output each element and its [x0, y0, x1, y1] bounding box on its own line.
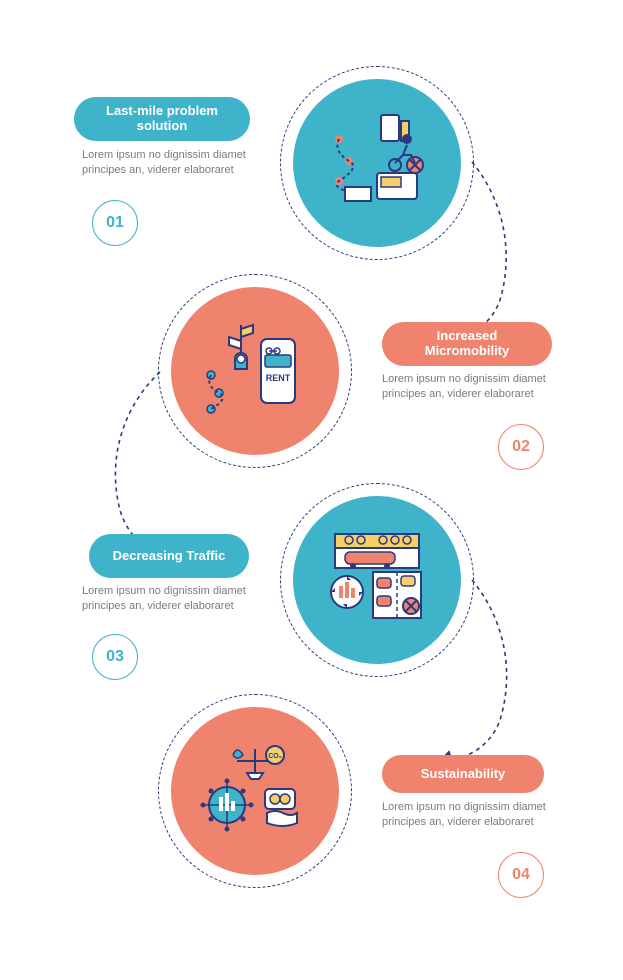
- step-circle: RENT: [171, 287, 339, 455]
- step-circle: CO₂: [171, 707, 339, 875]
- step-circle: [293, 79, 461, 247]
- step-circle: [293, 496, 461, 664]
- step-circle-outline: CO₂: [158, 694, 352, 888]
- step-title-pill: Last-mile problem solution: [74, 97, 250, 141]
- step-body-text: Lorem ipsum no dignissim diamet principe…: [382, 800, 552, 830]
- step-body-text: Lorem ipsum no dignissim diamet principe…: [382, 372, 552, 402]
- micromobility-icon: RENT: [197, 311, 313, 432]
- step-number-badge: 02: [498, 424, 544, 470]
- svg-text:CO₂: CO₂: [268, 753, 282, 760]
- infographic-stage: Last-mile problem solution Lorem ipsum no…: [0, 0, 623, 980]
- step-title-pill: Decreasing Traffic: [89, 534, 249, 578]
- step-circle-outline: RENT: [158, 274, 352, 468]
- step-circle-outline: [280, 483, 474, 677]
- sustain-icon: CO₂: [197, 731, 313, 852]
- step-title-pill: Increased Micromobility: [382, 322, 552, 366]
- last-mile-icon: [319, 103, 435, 224]
- svg-text:RENT: RENT: [266, 373, 291, 383]
- step-number-badge: 04: [498, 852, 544, 898]
- step-title-pill: Sustainability: [382, 755, 544, 793]
- step-number-badge: 01: [92, 200, 138, 246]
- traffic-icon: [319, 520, 435, 641]
- step-circle-outline: [280, 66, 474, 260]
- step-body-text: Lorem ipsum no dignissim diamet principe…: [82, 584, 252, 614]
- step-number-badge: 03: [92, 634, 138, 680]
- step-body-text: Lorem ipsum no dignissim diamet principe…: [82, 148, 252, 178]
